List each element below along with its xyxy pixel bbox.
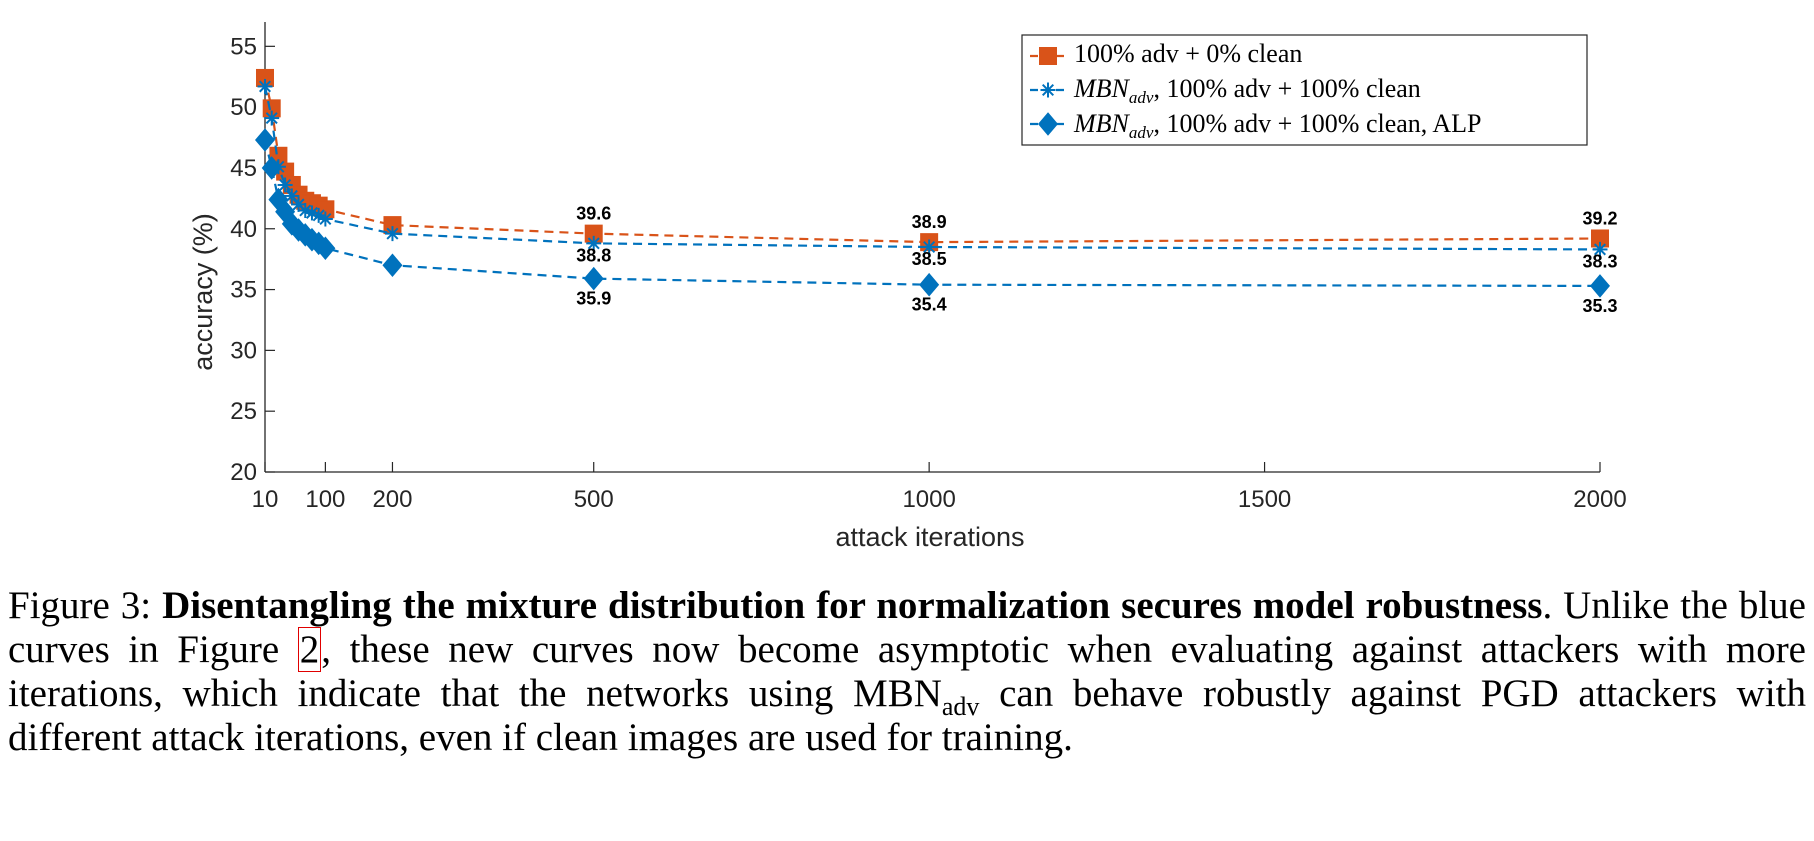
- caption-text-3: can behave robustly against PGD attacker…: [8, 672, 1806, 759]
- marker-asterisk: [921, 239, 937, 255]
- marker-diamond: [261, 156, 282, 180]
- y-tick-label: 30: [230, 337, 257, 364]
- y-tick-label: 50: [230, 94, 257, 121]
- data-label: 35.4: [912, 295, 947, 315]
- series-layer: [254, 68, 1611, 298]
- asterisk-stroke: [1593, 243, 1607, 256]
- marker-diamond: [1589, 274, 1611, 298]
- axes: 20 25 30 35 40 45 50 55 10 100 200 500 1000 1500 2000: [230, 22, 1627, 513]
- x-tick-label: 1000: [902, 486, 955, 513]
- data-labels: 39.6 38.8 35.9 38.9 38.5 35.4 39.2 38.3 35.3: [576, 204, 1617, 316]
- y-tick-label: 25: [230, 398, 257, 425]
- legend-rest-2: , 100% adv + 100% clean, ALP: [1153, 109, 1481, 138]
- legend-entry-0: 100% adv + 0% clean: [1030, 39, 1302, 68]
- legend-sub-1: adv: [1129, 88, 1154, 107]
- legend-marker-square: [1030, 47, 1066, 65]
- marker-asterisk: [1040, 82, 1056, 98]
- data-label: 38.5: [912, 249, 947, 269]
- asterisk-stroke: [319, 213, 332, 226]
- series-1: [257, 78, 1608, 257]
- legend-marker-asterisk: [1030, 82, 1066, 98]
- asterisk-stroke: [587, 237, 600, 250]
- x-axis-title: attack iterations: [835, 522, 1024, 552]
- legend-label-1: MBNadv, 100% adv + 100% clean: [1073, 74, 1421, 107]
- legend-math-1: MBN: [1073, 74, 1131, 103]
- caption-bold-title: Disentangling the mixture distribution f…: [162, 584, 1543, 627]
- marker-diamond: [382, 253, 403, 278]
- legend: 100% adv + 0% clean MBNadv, 100% adv + 1…: [1021, 34, 1588, 146]
- asterisk-stroke: [923, 240, 936, 254]
- caption-subscript: adv: [941, 691, 980, 721]
- marker-square: [1039, 47, 1057, 65]
- asterisk-stroke: [265, 112, 278, 125]
- data-label: 38.9: [912, 212, 947, 232]
- marker-asterisk: [586, 235, 602, 251]
- legend-label-0: 100% adv + 0% clean: [1074, 39, 1302, 68]
- caption-figure-label: Figure 3:: [8, 584, 163, 627]
- legend-math-2: MBN: [1073, 109, 1131, 138]
- asterisk-stroke: [258, 80, 272, 93]
- marker-asterisk: [384, 226, 400, 242]
- data-label: 38.3: [1582, 251, 1617, 271]
- marker-asterisk: [317, 211, 333, 227]
- data-label: 38.8: [576, 245, 611, 265]
- caption-period: .: [1542, 584, 1553, 627]
- marker-asterisk: [1592, 241, 1608, 257]
- series-line-1: [263, 86, 1601, 251]
- caption-text-2: , these new curves now become asymptotic…: [8, 628, 1806, 715]
- x-tick-label: 500: [574, 486, 614, 513]
- legend-box: [1021, 34, 1588, 146]
- y-axis-title: accuracy (%): [188, 213, 218, 371]
- legend-entry-1: MBNadv, 100% adv + 100% clean: [1030, 74, 1421, 107]
- caption-text-1: Unlike the blue curves in Figure: [8, 584, 1806, 671]
- legend-entry-2: MBNadv, 100% adv + 100% clean, ALP: [1030, 109, 1481, 142]
- legend-marker-diamond: [1030, 112, 1066, 136]
- x-tick-label: 10: [252, 486, 279, 513]
- y-tick-label: 45: [230, 155, 257, 182]
- legend-sub-2: adv: [1129, 123, 1154, 142]
- y-tick-label: 20: [230, 459, 257, 486]
- figure-ref-link[interactable]: 2: [297, 627, 322, 672]
- asterisk-stroke: [279, 178, 292, 191]
- x-tick-label: 2000: [1573, 486, 1626, 513]
- marker-asterisk: [264, 110, 280, 126]
- legend-rest-1: , 100% adv + 100% clean: [1153, 74, 1420, 103]
- marker-diamond: [919, 272, 940, 297]
- asterisk-stroke: [312, 209, 325, 222]
- data-label: 39.6: [576, 204, 611, 224]
- data-label: 35.9: [576, 289, 611, 309]
- x-tick-label: 200: [372, 486, 412, 513]
- marker-diamond: [583, 266, 604, 291]
- y-tick-label: 55: [230, 33, 257, 60]
- figure-caption: Figure 3: Disentangling the mixture dist…: [8, 584, 1806, 760]
- series-2: [254, 128, 1611, 298]
- marker-asterisk: [257, 78, 273, 94]
- legend-label-2: MBNadv, 100% adv + 100% clean, ALP: [1073, 109, 1481, 142]
- asterisk-stroke: [305, 206, 318, 219]
- data-label: 39.2: [1582, 208, 1617, 228]
- x-tick-label: 100: [305, 486, 345, 513]
- marker-asterisk: [277, 177, 293, 193]
- marker-diamond: [1037, 112, 1059, 136]
- y-tick-label: 40: [230, 216, 257, 243]
- data-label: 35.3: [1582, 296, 1617, 316]
- x-tick-label: 1500: [1238, 486, 1291, 513]
- marker-diamond: [254, 128, 276, 152]
- asterisk-stroke: [386, 227, 399, 240]
- asterisk-stroke: [299, 204, 312, 217]
- y-tick-label: 35: [230, 277, 257, 304]
- asterisk-stroke: [292, 198, 305, 211]
- asterisk-stroke: [1041, 83, 1055, 97]
- marker-diamond: [315, 236, 336, 260]
